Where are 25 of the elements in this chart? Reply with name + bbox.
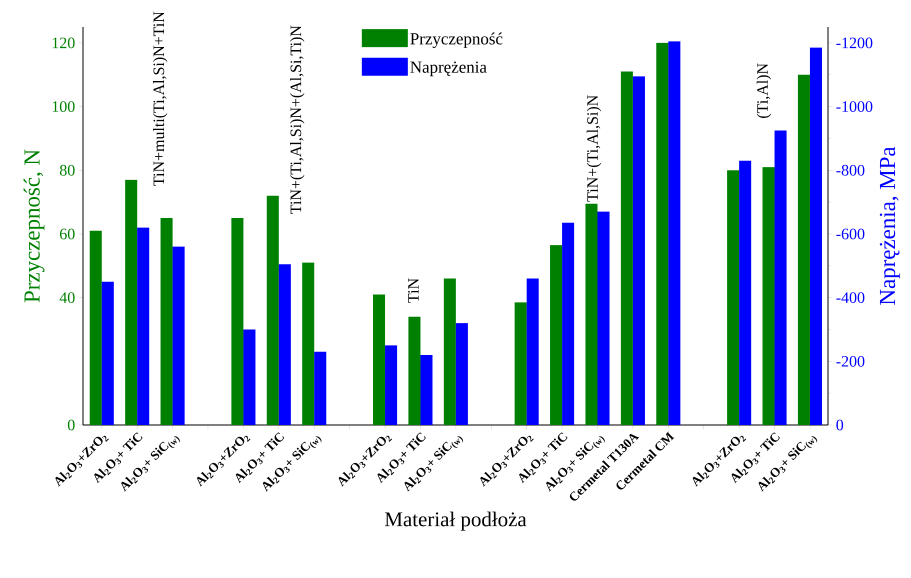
y2-tick-label: -1000 (836, 101, 872, 112)
y2-tick-label: -200 (836, 356, 864, 367)
bar (231, 218, 244, 425)
annotation: TiN (408, 278, 419, 303)
bar (302, 262, 314, 425)
annotation: TiN+(Ti,Al,Si)N (586, 95, 602, 202)
annotation: TiN+(Ti,Al,Si)N+(Al,Si,Ti)N (290, 26, 304, 214)
legend-label: Naprężenia (410, 61, 487, 76)
y-tick-label: 0 (68, 420, 75, 430)
y-tick-label: 120 (52, 38, 75, 48)
y-tick-label: 100 (52, 101, 75, 112)
y2-tick-label: -400 (836, 292, 864, 304)
y2-tick-label: 0 (836, 420, 844, 430)
y-tick-label: 60 (60, 228, 75, 240)
y2-tick-label: -600 (836, 228, 864, 240)
y2-axis-title: Naprężenia, MPa (880, 146, 900, 305)
y2-tick-label: -800 (836, 164, 864, 176)
y-tick-label: 40 (60, 292, 75, 304)
y-tick-label: 80 (60, 164, 75, 176)
x-axis-title: Materiał podłoża (384, 512, 526, 531)
annotation: (Ti,Al)N (756, 63, 772, 118)
y2-tick-label: -1200 (836, 38, 872, 48)
annotation: TiN+multi(Ti,Al,Si)N+TiN (152, 12, 168, 186)
y-axis-title: Przyczepność, N (24, 150, 44, 302)
legend-label: Przyczepność (410, 32, 502, 48)
